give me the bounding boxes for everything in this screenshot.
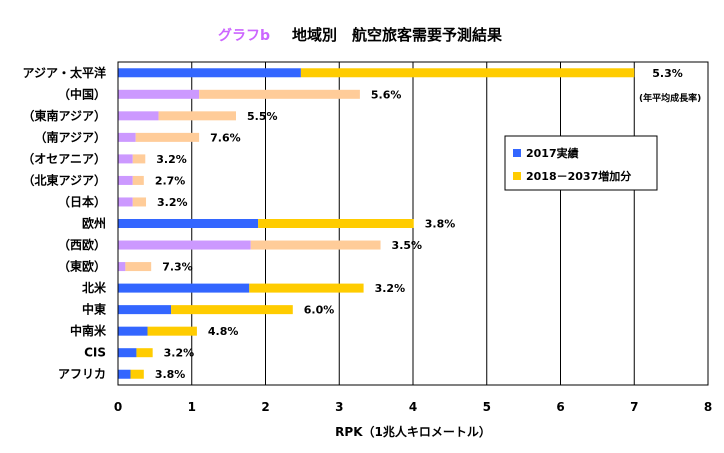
category-label: （東南アジア） [22,108,106,123]
growth-label: 3.2% [375,282,406,295]
bar-increase [132,197,147,207]
category-label: （東欧） [58,259,106,274]
category-label: （北東アジア） [22,172,106,187]
growth-labels: 5.3%5.6%5.5%7.6%3.2%2.7%3.2%3.8%3.5%7.3%… [155,67,683,381]
chart-title: 地域別 航空旅客需要予測結果 [292,26,503,44]
bar-2017 [118,89,200,99]
growth-label: 3.2% [156,153,187,166]
x-tick-label: 2 [261,400,269,414]
x-tick-label: 7 [630,400,638,414]
x-tick-labels: 0 1 2 3 4 5 6 7 8 [114,400,712,414]
growth-label: 3.8% [155,368,186,381]
bar-increase [135,132,200,142]
bar-2017 [118,305,172,315]
growth-label: 5.3% [652,67,683,80]
category-label: （中国） [58,86,106,101]
legend-swatch-increase [513,172,521,180]
x-tick-label: 0 [114,400,122,414]
bar-increase [249,283,364,293]
growth-label: 3.2% [164,347,195,360]
bar-increase [132,154,146,164]
category-label: （西欧） [58,237,106,252]
bar-2017 [118,132,136,142]
bar-increase [136,348,153,358]
x-axis-label: RPK（1兆人キロメートル） [335,424,491,439]
category-label: CIS [84,346,106,360]
category-label: アジア・太平洋 [22,65,106,80]
bar-2017 [118,197,133,207]
chart-label: グラフb [218,27,270,44]
category-label: （南アジア） [34,129,106,144]
growth-label: 5.6% [371,88,402,101]
growth-label: 7.6% [210,131,241,144]
legend-swatch-2017 [513,149,521,157]
legend-box [504,135,658,191]
category-label: アフリカ [58,367,106,381]
growth-label: 3.2% [157,196,188,209]
x-tick-label: 5 [483,400,491,414]
bar-increase [258,219,414,228]
bar-2017 [118,348,137,358]
category-label: 北米 [82,280,107,295]
category-label: （オセアニア） [22,151,106,166]
legend-label-2017: 2017実績 [526,146,579,160]
x-tick-label: 1 [188,400,196,414]
x-tick-label: 3 [335,400,343,414]
growth-label: 6.0% [304,304,335,317]
growth-label: 7.3% [162,261,193,274]
x-tick-label: 8 [704,400,712,414]
growth-label: 3.8% [425,218,456,231]
growth-rate-note: (年平均成長率) [639,92,701,104]
bar-2017 [118,219,259,228]
bar-increase [171,305,293,315]
bar-2017 [118,283,250,293]
bar-increase [125,262,152,272]
bar-2017 [118,68,301,78]
bar-increase [132,175,144,185]
legend: 2017実績 2018－2037増加分 [504,135,658,191]
x-tick-label: 6 [556,400,564,414]
bar-increase [199,89,360,99]
bar-increase [130,369,144,379]
category-label: （日本） [58,194,106,209]
bar-increase [147,326,197,336]
plot-frame [117,61,709,386]
bar-increase [158,111,236,121]
bars [118,68,635,379]
bar-2017 [118,111,159,121]
bar-2017 [118,326,148,336]
x-tick-label: 4 [409,400,417,414]
legend-label-increase: 2018－2037増加分 [526,169,631,183]
bar-2017 [118,154,133,164]
category-labels: アジア・太平洋 （中国） （東南アジア） （南アジア） （オセアニア） （北東アジア） （日… [22,65,107,381]
growth-label: 4.8% [208,325,239,338]
growth-label: 5.5% [247,110,278,123]
bar-2017 [118,262,126,272]
bar-2017 [118,369,131,379]
bar-2017 [118,175,133,185]
growth-label: 2.7% [155,174,186,187]
category-label: 欧州 [82,216,106,231]
category-label: 中南米 [70,323,107,338]
growth-label: 3.5% [392,239,423,252]
bar-2017 [118,240,251,250]
bar-increase [250,240,381,250]
bar-increase [300,68,635,78]
category-label: 中東 [82,302,106,317]
